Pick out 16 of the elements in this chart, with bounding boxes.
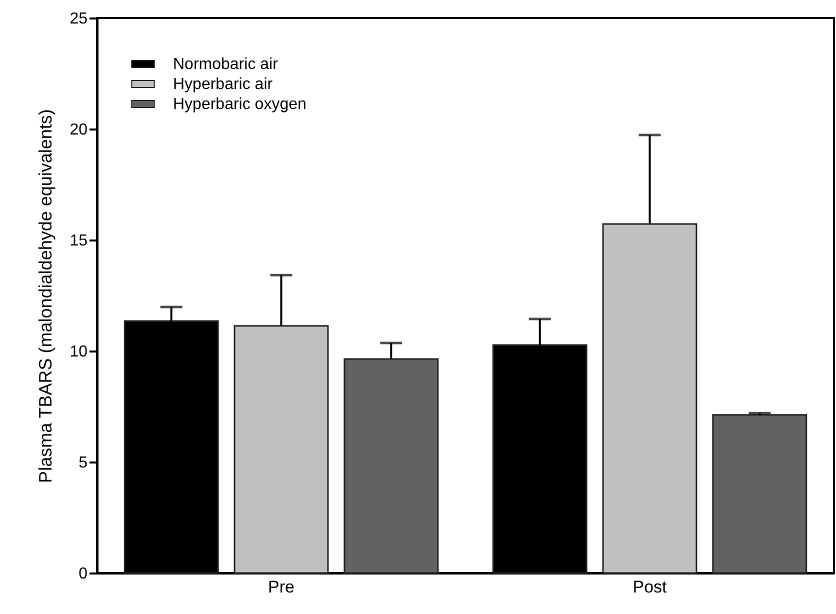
- bar: [602, 223, 698, 574]
- x-tick-label: Pre: [268, 578, 294, 596]
- legend-label: Hyperbaric air: [173, 76, 274, 93]
- bar: [712, 414, 808, 574]
- y-tick-label: 0: [78, 566, 88, 582]
- y-tick-label: 15: [70, 232, 88, 250]
- y-tick-label: 20: [70, 122, 88, 138]
- x-tick-label: Post: [632, 578, 668, 596]
- legend-label: Normobaric air: [173, 56, 279, 73]
- bar: [344, 358, 439, 574]
- legend-label: Hyperbaric oxygen: [173, 96, 306, 113]
- bar: [234, 325, 329, 574]
- y-tick-label: 25: [70, 10, 88, 28]
- y-tick-label: 5: [78, 454, 88, 472]
- y-axis-title: Plasma TBARS (malondialdehyde equivalents): [36, 109, 56, 483]
- y-tick-label: 10: [70, 344, 88, 360]
